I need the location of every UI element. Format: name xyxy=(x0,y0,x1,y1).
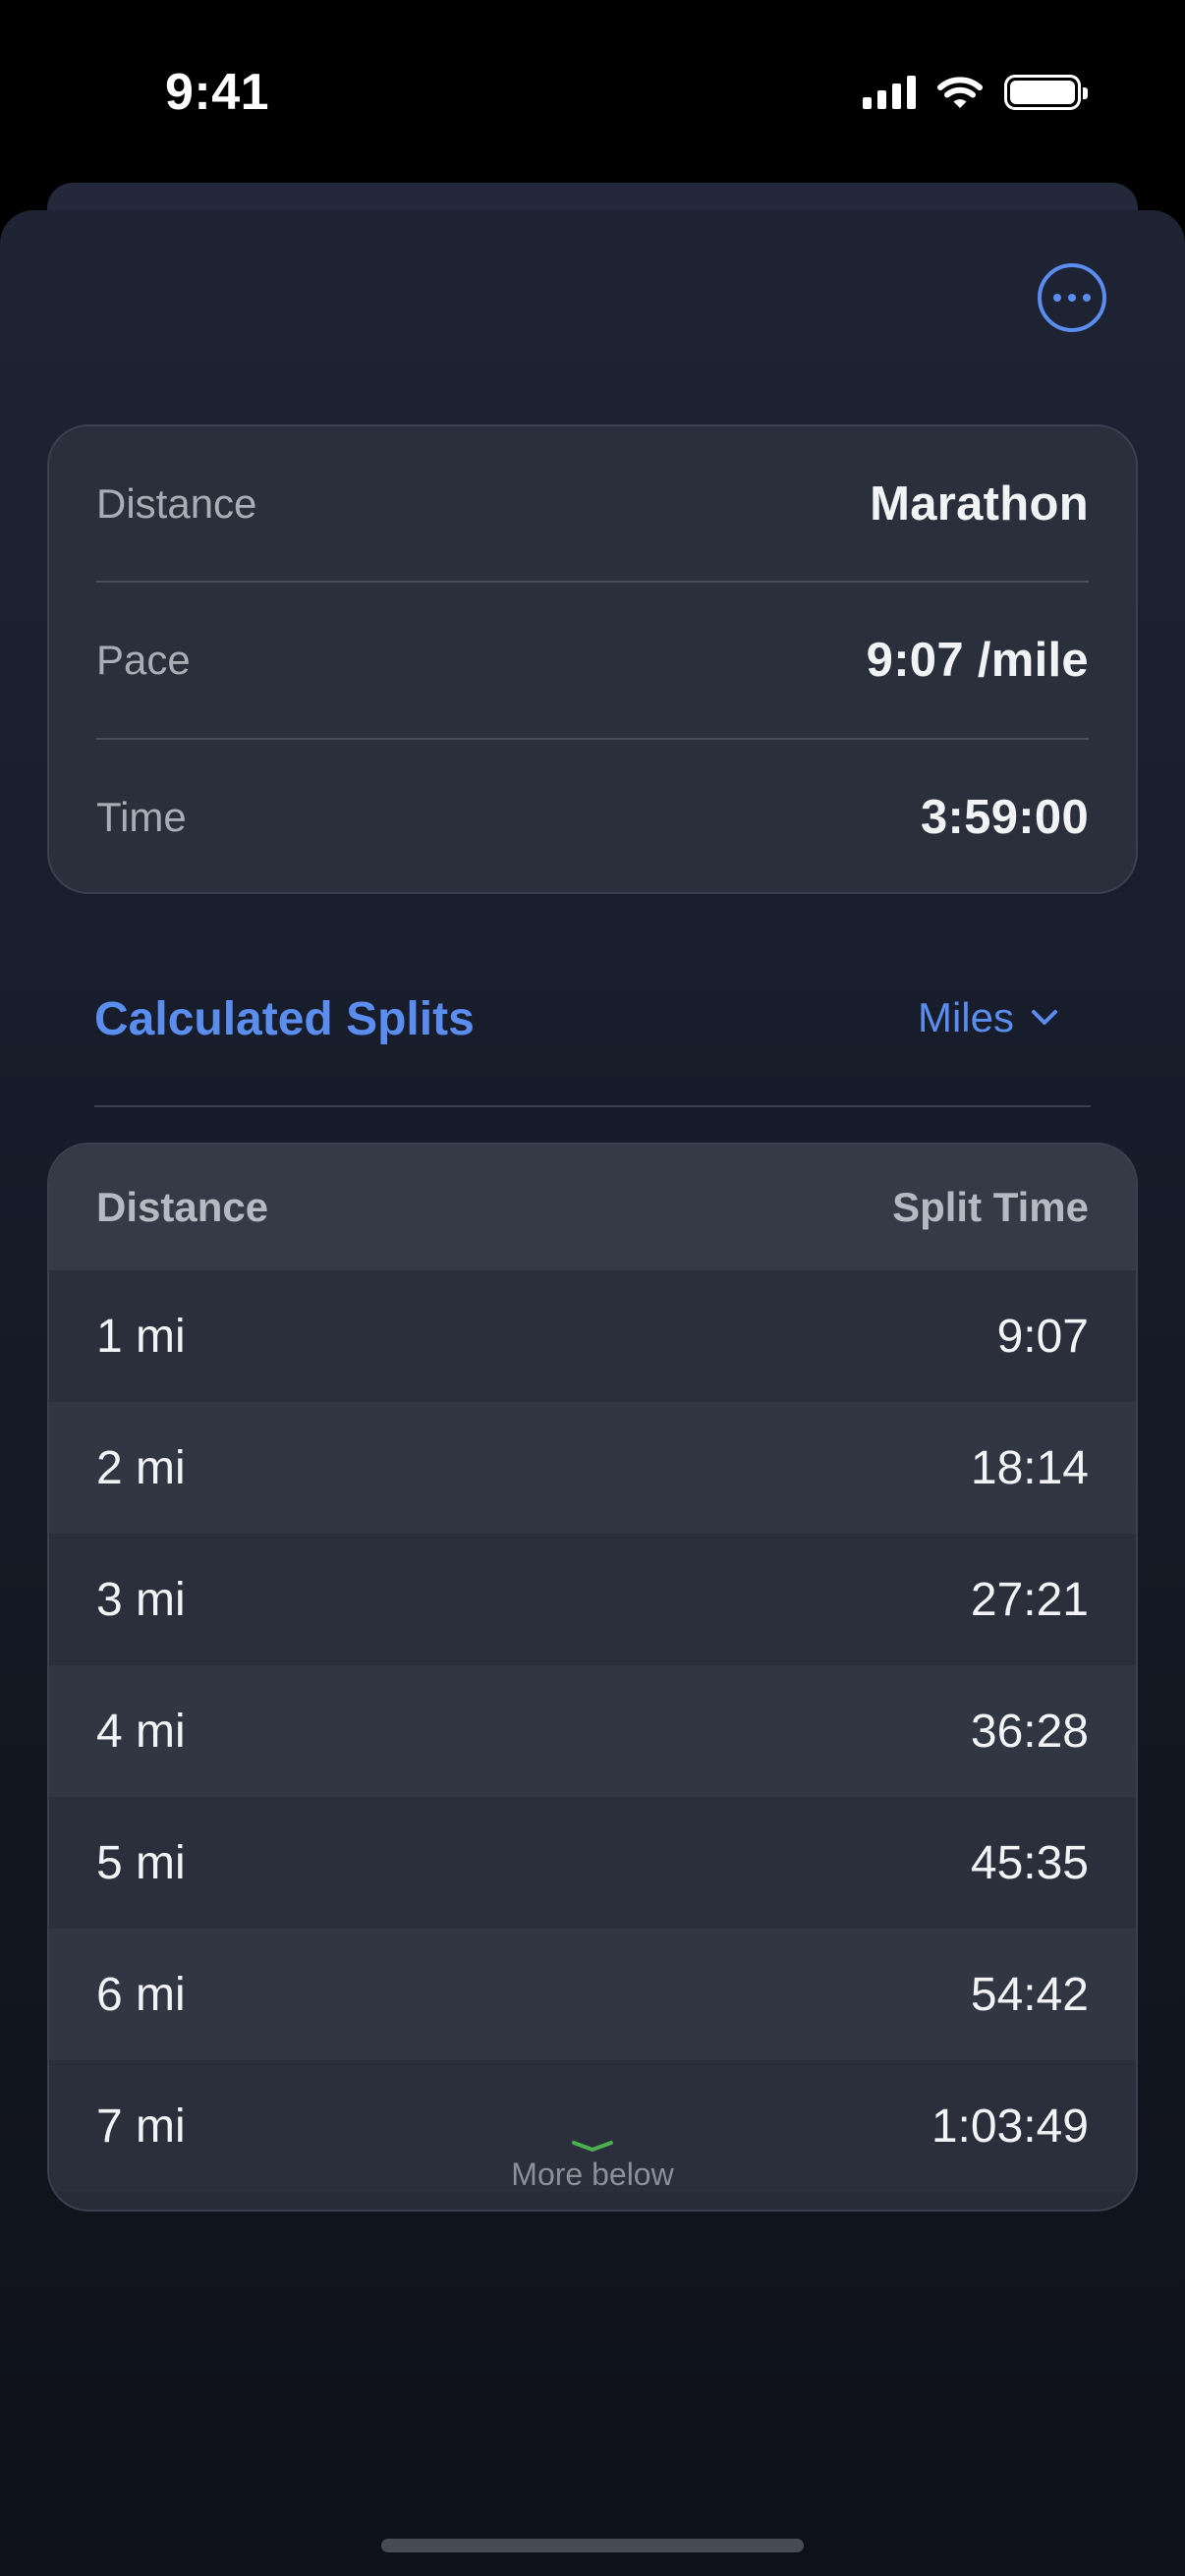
chevron-down-icon xyxy=(572,2141,613,2152)
column-header-distance: Distance xyxy=(96,1184,269,1230)
table-row: 1 mi 9:07 xyxy=(49,1270,1136,1402)
summary-row-time: Time 3:59:00 xyxy=(96,740,1089,895)
table-row: 7 mi 1:03:49 xyxy=(49,2060,1136,2192)
table-header: Distance Split Time xyxy=(49,1145,1136,1270)
split-distance: 4 mi xyxy=(96,1705,186,1758)
split-time: 27:21 xyxy=(970,1573,1089,1626)
table-row: 3 mi 27:21 xyxy=(49,1534,1136,1665)
splits-table[interactable]: Distance Split Time 1 mi 9:07 2 mi 18:14… xyxy=(47,1143,1138,2212)
section-divider xyxy=(94,1105,1091,1107)
summary-card: Distance Marathon Pace 9:07 /mile Time 3… xyxy=(47,424,1138,894)
more-options-button[interactable] xyxy=(1038,263,1106,332)
column-header-split-time: Split Time xyxy=(892,1184,1089,1230)
split-distance: 2 mi xyxy=(96,1441,186,1494)
summary-value: 9:07 /mile xyxy=(866,634,1089,687)
more-below-label: More below xyxy=(511,2156,674,2192)
table-row: 5 mi 45:35 xyxy=(49,1797,1136,1929)
split-time: 45:35 xyxy=(970,1836,1089,1889)
summary-label: Time xyxy=(96,794,187,840)
split-time: 18:14 xyxy=(970,1441,1089,1494)
battery-icon xyxy=(1004,75,1088,110)
divider xyxy=(96,581,1089,583)
split-distance: 5 mi xyxy=(96,1836,186,1889)
split-distance: 7 mi xyxy=(96,2100,186,2153)
summary-row-pace: Pace 9:07 /mile xyxy=(96,583,1089,738)
status-icons xyxy=(863,75,1088,110)
split-time: 9:07 xyxy=(996,1310,1089,1363)
table-row: 4 mi 36:28 xyxy=(49,1665,1136,1797)
table-row: 2 mi 18:14 xyxy=(49,1402,1136,1534)
split-time: 54:42 xyxy=(970,1968,1089,2021)
summary-label: Pace xyxy=(96,637,191,683)
wifi-icon xyxy=(937,77,983,108)
more-options-icon xyxy=(1053,294,1061,302)
unit-picker[interactable]: Miles xyxy=(918,994,1059,1041)
table-row: 6 mi 54:42 xyxy=(49,1929,1136,2060)
divider xyxy=(96,738,1089,740)
unit-picker-label: Miles xyxy=(917,994,1014,1040)
split-distance: 6 mi xyxy=(96,1968,186,2021)
chevron-down-icon xyxy=(1032,1010,1057,1025)
section-title: Calculated Splits xyxy=(94,993,475,1045)
summary-value: Marathon xyxy=(870,477,1089,531)
status-time: 9:41 xyxy=(165,64,270,121)
summary-label: Distance xyxy=(96,480,257,527)
split-time: 1:03:49 xyxy=(931,2100,1089,2153)
signal-icon xyxy=(863,76,916,109)
summary-row-distance: Distance Marathon xyxy=(96,426,1089,582)
split-distance: 1 mi xyxy=(96,1310,186,1363)
split-time: 36:28 xyxy=(970,1705,1089,1758)
home-indicator[interactable] xyxy=(381,2539,804,2552)
more-below-indicator: More below xyxy=(49,2139,1136,2193)
split-distance: 3 mi xyxy=(96,1573,186,1626)
summary-value: 3:59:00 xyxy=(921,791,1089,844)
